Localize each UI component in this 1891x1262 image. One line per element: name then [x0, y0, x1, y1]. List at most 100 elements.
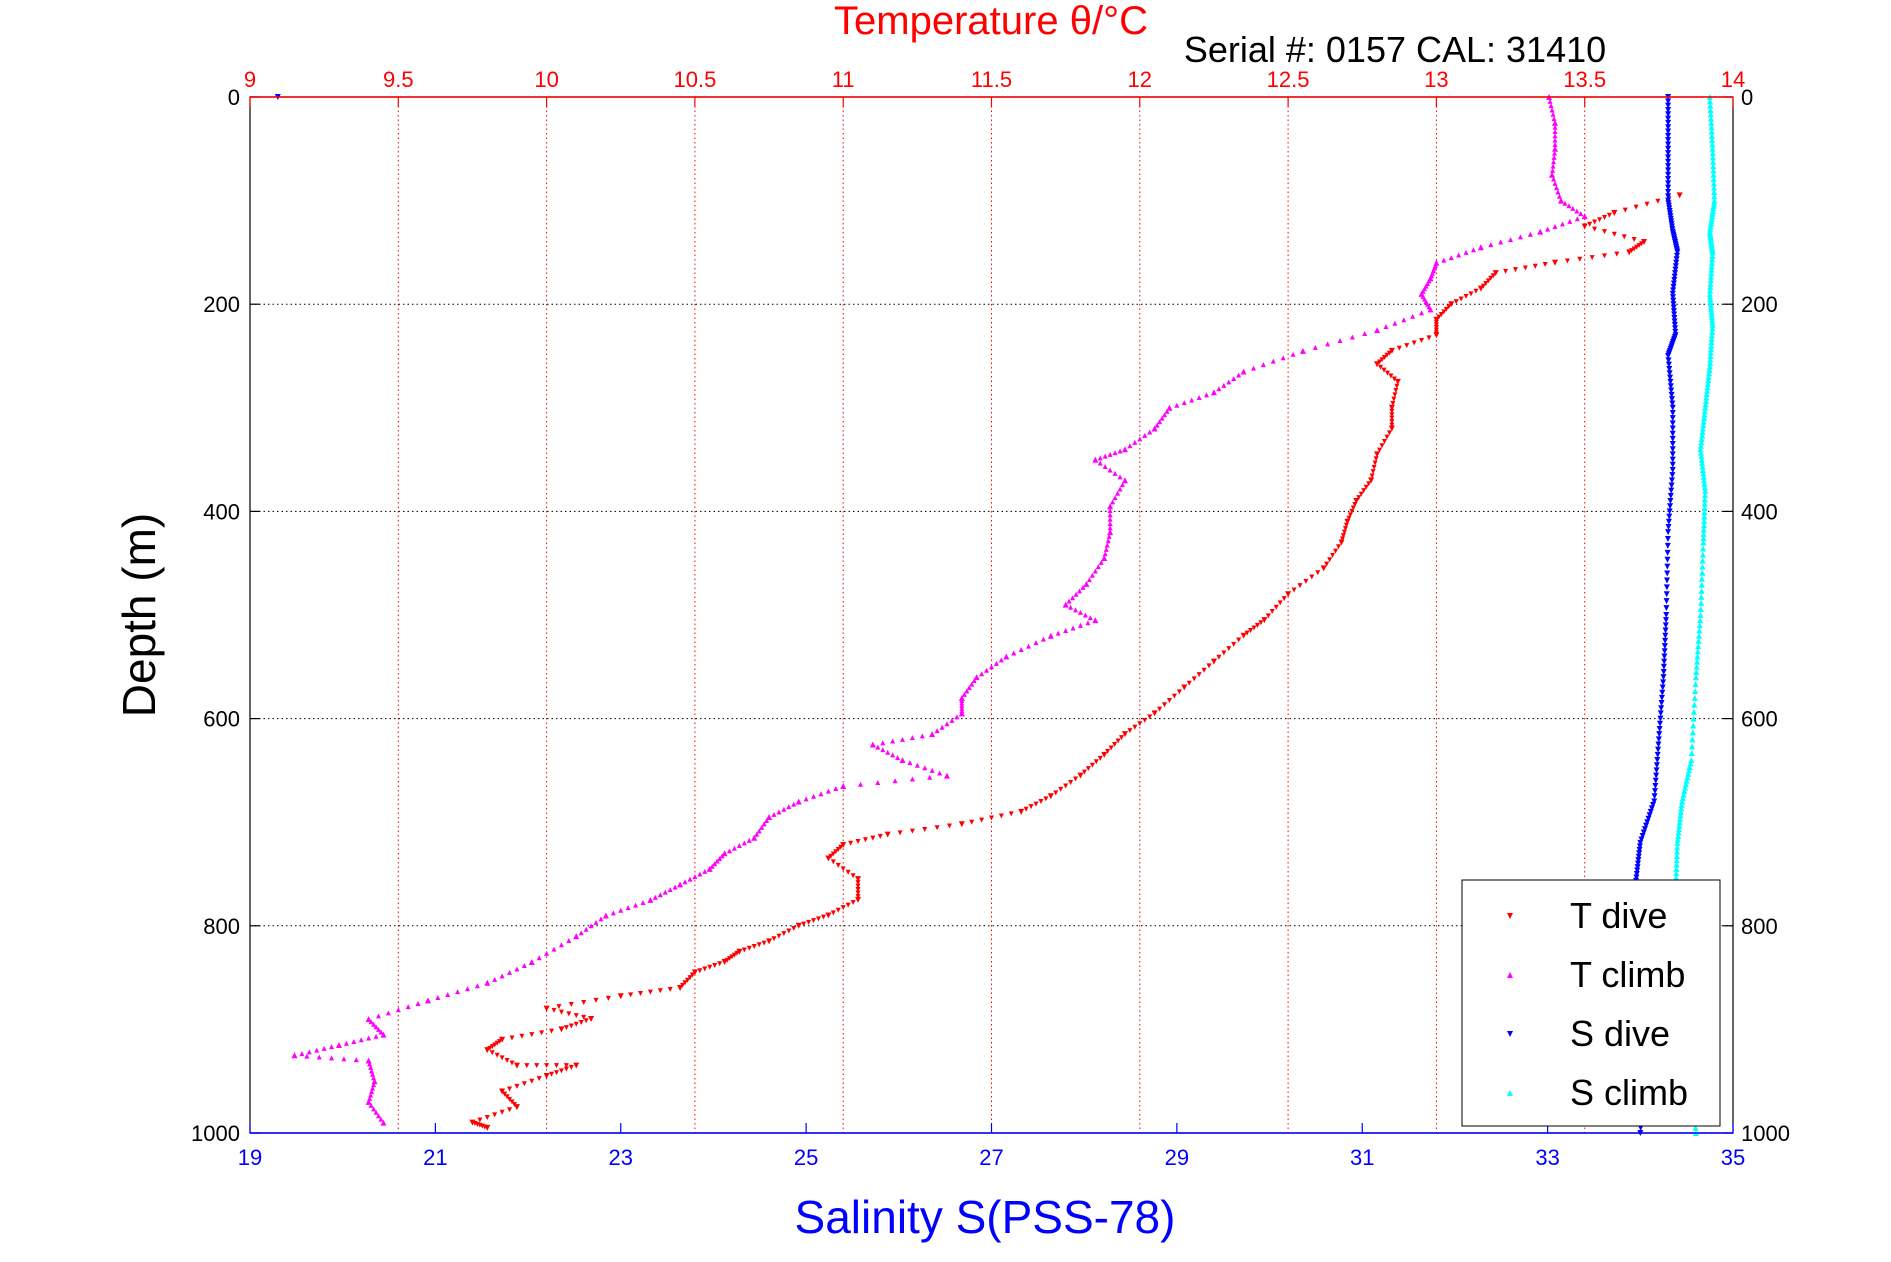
data-point [1527, 231, 1533, 237]
data-point [1574, 208, 1580, 214]
data-point [1669, 446, 1676, 453]
data-point [855, 876, 862, 883]
data-point [1673, 857, 1680, 864]
data-point [499, 973, 505, 979]
data-point [316, 1054, 322, 1060]
data-point [1221, 650, 1227, 656]
data-point [366, 1035, 372, 1041]
data-point [944, 721, 950, 727]
data-point [736, 948, 743, 955]
data-point [1151, 425, 1158, 432]
data-point [1665, 184, 1672, 191]
data-point [367, 1061, 373, 1067]
data-point [376, 1026, 382, 1032]
data-point [1601, 215, 1607, 221]
data-point [1707, 115, 1714, 122]
data-point [818, 791, 824, 797]
data-point [499, 1055, 505, 1061]
data-point [1551, 116, 1557, 122]
data-point [1038, 798, 1044, 804]
data-point [1709, 150, 1716, 157]
data-point [1711, 193, 1718, 200]
data-point [499, 1088, 506, 1095]
data-point [727, 956, 733, 962]
data-point [1670, 287, 1677, 294]
data-point [1117, 474, 1123, 480]
data-point [1669, 290, 1676, 297]
data-point [1674, 252, 1681, 259]
data-point [1221, 382, 1227, 388]
data-point [1706, 290, 1713, 297]
data-point [1092, 617, 1099, 624]
data-point [1281, 596, 1287, 602]
data-point [1679, 798, 1686, 805]
data-point [1552, 180, 1558, 186]
data-point [1700, 526, 1707, 533]
data-point [1555, 189, 1561, 195]
data-point [1707, 220, 1714, 227]
data-point [1698, 435, 1705, 442]
legend-marker [1507, 972, 1513, 978]
data-point [1433, 319, 1439, 325]
data-point [1151, 710, 1158, 717]
data-point [1645, 815, 1652, 822]
data-point [835, 846, 841, 852]
left-axis-tick-label: 400 [203, 499, 240, 524]
data-point [1216, 654, 1222, 660]
top-axis-tick-label: 12.5 [1267, 67, 1310, 92]
data-point [380, 1031, 387, 1038]
data-point [1710, 158, 1717, 165]
data-point [1394, 378, 1401, 385]
data-point [489, 1044, 495, 1050]
data-point [959, 697, 965, 703]
data-point [1112, 450, 1118, 456]
data-point [1086, 577, 1092, 583]
data-point [1142, 717, 1148, 723]
data-point [1653, 772, 1660, 779]
data-point [1683, 777, 1690, 784]
data-point [1710, 171, 1717, 178]
data-point [1710, 184, 1717, 191]
data-point [1083, 580, 1090, 587]
data-point [474, 983, 480, 989]
data-point [1033, 801, 1039, 807]
data-point [1707, 98, 1714, 105]
legend-marker [1507, 913, 1513, 919]
data-point [497, 1038, 503, 1044]
data-point [1643, 822, 1650, 829]
data-point [477, 1117, 483, 1123]
data-point [1337, 337, 1343, 343]
data-point [1552, 133, 1558, 139]
data-point [946, 823, 952, 829]
bottom-axis-tick-label: 19 [238, 1145, 262, 1170]
data-point [499, 1036, 506, 1043]
data-point [944, 772, 951, 779]
data-point [549, 1028, 555, 1034]
data-point [657, 892, 663, 898]
chart-title: Temperature θ/°C [834, 0, 1148, 43]
data-point [1699, 466, 1706, 473]
data-point [1552, 259, 1559, 266]
right-axis-tick-label: 1000 [1741, 1121, 1790, 1146]
data-point [1655, 736, 1662, 743]
data-point [521, 963, 527, 969]
data-point [875, 744, 881, 750]
data-point [677, 881, 684, 888]
data-point [1697, 442, 1704, 449]
data-point [1448, 301, 1455, 308]
data-point [588, 1016, 595, 1023]
data-point [1669, 435, 1676, 442]
data-point [1611, 231, 1617, 237]
top-axis-tick-label: 11.5 [971, 67, 1012, 92]
data-point [922, 765, 928, 771]
data-point [771, 936, 777, 942]
legend-box [1461, 879, 1721, 1127]
data-point [368, 1064, 374, 1070]
data-point [1651, 788, 1658, 795]
data-point [1401, 317, 1407, 323]
data-point [1692, 1124, 1699, 1131]
data-point [717, 961, 723, 967]
data-point [1216, 386, 1222, 392]
data-point [1639, 833, 1646, 840]
data-point [1707, 226, 1714, 233]
